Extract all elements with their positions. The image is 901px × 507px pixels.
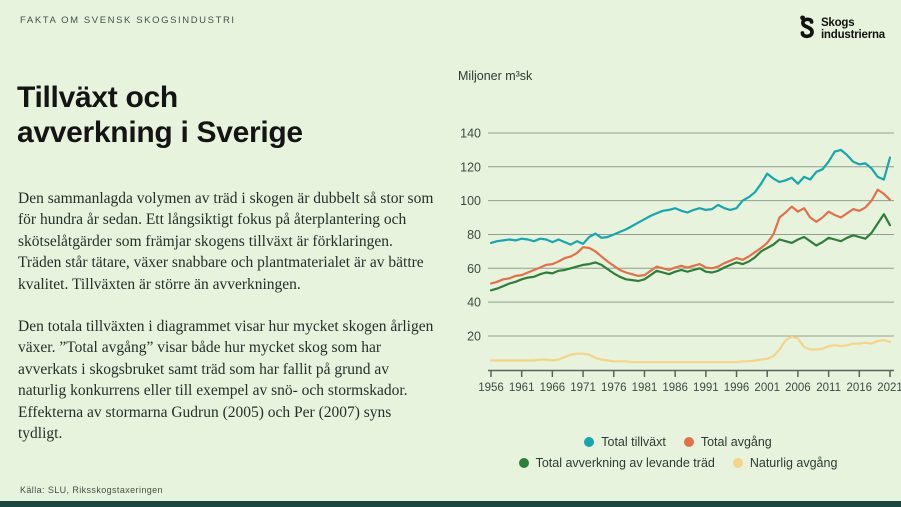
legend-dot-green-icon [518,457,529,468]
chart-unit-label: Miljoner m³sk [458,69,533,83]
chart-legend: Total tillväxt Total avgång Total avverk… [455,431,901,473]
x-tick-label: 1986 [662,382,688,394]
series-line [489,148,892,246]
x-tick-label: 2006 [785,382,811,394]
growth-harvest-line-chart: 20 40 60 80 100 120 140 1956 1961 1966 1971 1976 198… [460,126,901,394]
y-tick-label: 60 [467,262,481,276]
legend-item-naturlig-avgang: Naturlig avgång [732,455,838,470]
detail-paragraph: Den totala tillväxten i diagrammet visar… [18,317,434,443]
legend-item-total-avgang: Total avgång [683,434,772,449]
logo-s-icon [796,13,818,46]
source-note: Källa: SLU, Riksskogstaxeringen [20,485,163,495]
legend-dot-orange-icon [683,436,694,447]
x-tick-label: 2001 [754,382,780,394]
legend-label: Total avgång [700,434,772,449]
series-line [489,188,892,285]
y-tick-label: 140 [460,126,481,140]
x-tick-label: 1971 [570,382,596,394]
y-tick-label: 40 [467,296,481,310]
x-tick-label: 1966 [540,382,566,394]
legend-dot-teal-icon [584,436,595,447]
legend-item-total-tillvaxt: Total tillväxt [584,435,666,449]
skogsindustrierna-logo: Skogs industrierna [796,13,885,46]
legend-label: Total avverkning av levande träd [535,455,715,470]
x-tick-label: 1981 [632,382,658,394]
x-tick-label: 2021 [877,382,901,394]
x-tick-label: 1996 [724,382,750,394]
x-tick-label: 2011 [816,382,841,394]
intro-paragraph: Den sammanlagda volymen av träd i skogen… [18,189,434,293]
legend-row-1: Total tillväxt Total avgång [455,431,901,452]
legend-dot-yellow-icon [732,457,743,468]
logo-line2: industrierna [820,28,885,41]
x-tick-label: 1961 [509,382,535,394]
y-tick-label: 120 [460,160,481,174]
logo-line1: Skogs [820,17,855,29]
y-tick-label: 100 [460,194,481,208]
page-title: Tillväxt och avverkning i Sverige [17,81,303,150]
eyebrow-label: FAKTA OM SVENSK SKOGSINDUSTRI [20,15,236,26]
x-tick-label: 2016 [847,382,873,394]
legend-row-2: Total avverkning av levande träd Naturli… [455,452,901,473]
y-tick-label: 80 [467,228,481,242]
y-tick-label: 20 [467,329,481,343]
logo-wordmark: Skogs industrierna [820,17,885,41]
legend-label: Total tillväxt [601,434,666,449]
x-tick-label: 1991 [693,382,719,394]
x-tick-label: 1956 [478,382,504,394]
legend-item-total-avverkning: Total avverkning av levande träd [518,455,715,470]
series-line [489,213,892,292]
series-line [489,335,892,364]
x-tick-label: 1976 [601,382,627,394]
bottom-accent-bar [0,501,901,507]
legend-label: Naturlig avgång [749,455,838,470]
